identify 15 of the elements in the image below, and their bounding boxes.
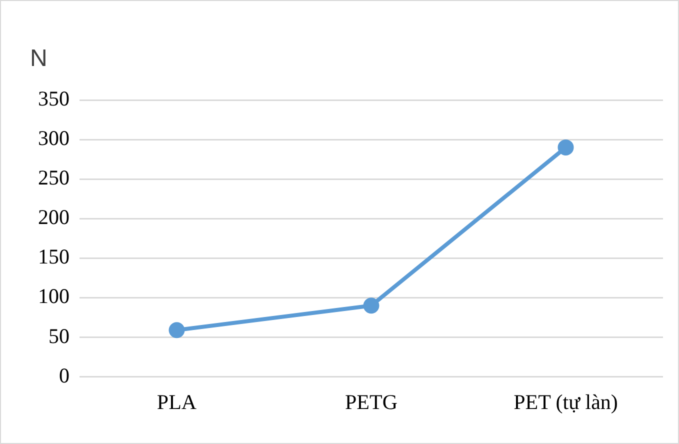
y-tick-label: 0 bbox=[59, 363, 70, 388]
y-tick-label: 100 bbox=[38, 284, 70, 308]
y-tick-label: 350 bbox=[38, 86, 70, 111]
point bbox=[168, 322, 185, 338]
point bbox=[558, 139, 574, 156]
y-tick-label: 250 bbox=[38, 166, 70, 190]
y-tick-label: 150 bbox=[38, 244, 70, 269]
y-tick-label: 50 bbox=[48, 324, 70, 348]
y-axis-title: N bbox=[30, 45, 48, 73]
y-tick-label: 200 bbox=[38, 205, 70, 230]
y-tick-label: 300 bbox=[38, 126, 70, 150]
x-tick-label: PETG bbox=[345, 390, 398, 414]
x-tick-label: PET (tự làn) bbox=[514, 390, 618, 414]
point bbox=[363, 298, 380, 314]
x-tick-label: PLA bbox=[156, 390, 198, 414]
